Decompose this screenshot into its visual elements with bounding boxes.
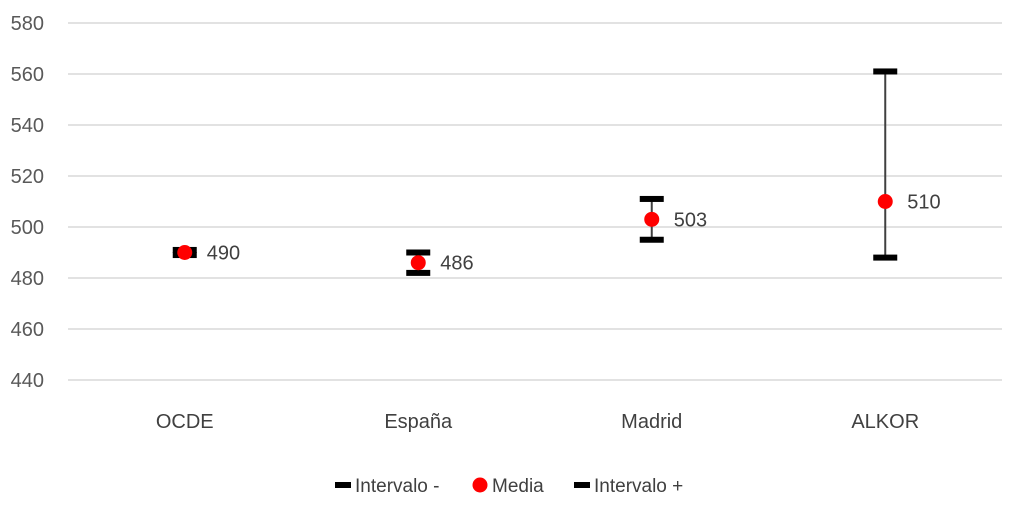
interval-minus-marker xyxy=(639,236,664,243)
category-label: OCDE xyxy=(156,411,214,433)
interval-plus-marker xyxy=(639,195,664,202)
y-tick-label: 480 xyxy=(11,268,44,290)
category-label: Madrid xyxy=(621,411,682,433)
media-marker xyxy=(644,211,660,227)
interval-ranges xyxy=(183,71,887,273)
data-label: 503 xyxy=(674,209,707,231)
y-tick-label: 440 xyxy=(11,370,44,392)
interval-minus-marker xyxy=(873,254,898,261)
y-tick-label: 520 xyxy=(11,166,44,188)
legend-label: Intervalo + xyxy=(594,476,683,497)
data-label: 510 xyxy=(907,192,940,214)
media-marker xyxy=(877,194,893,209)
gridlines xyxy=(68,22,1002,381)
media-marker xyxy=(177,245,193,260)
y-tick-label: 540 xyxy=(11,115,44,137)
legend-label: Media xyxy=(492,476,544,497)
y-tick-label: 460 xyxy=(11,319,44,341)
category-label: España xyxy=(384,411,453,433)
interval-minus-marker xyxy=(406,269,431,276)
legend-marker-interval xyxy=(574,482,590,488)
x-axis-categories: OCDE España Madrid ALKOR xyxy=(156,411,919,433)
data-label: 490 xyxy=(207,243,240,265)
category-label: ALKOR xyxy=(851,411,919,433)
legend-label: Intervalo - xyxy=(355,476,439,497)
media-marker xyxy=(410,255,426,271)
data-labels: 490 486 503 510 xyxy=(207,192,941,275)
y-axis-ticks: 440 460 480 500 520 540 560 580 xyxy=(11,13,44,392)
data-markers xyxy=(172,68,898,276)
y-tick-label: 580 xyxy=(11,13,44,35)
y-tick-label: 560 xyxy=(11,64,44,86)
interval-plus-marker xyxy=(873,68,898,75)
interval-plus-marker xyxy=(406,249,431,256)
legend: Intervalo - Media Intervalo + xyxy=(335,476,683,497)
y-tick-label: 500 xyxy=(11,217,44,239)
legend-marker-interval xyxy=(335,482,351,488)
data-label: 486 xyxy=(440,253,473,275)
legend-marker-media xyxy=(472,477,488,493)
